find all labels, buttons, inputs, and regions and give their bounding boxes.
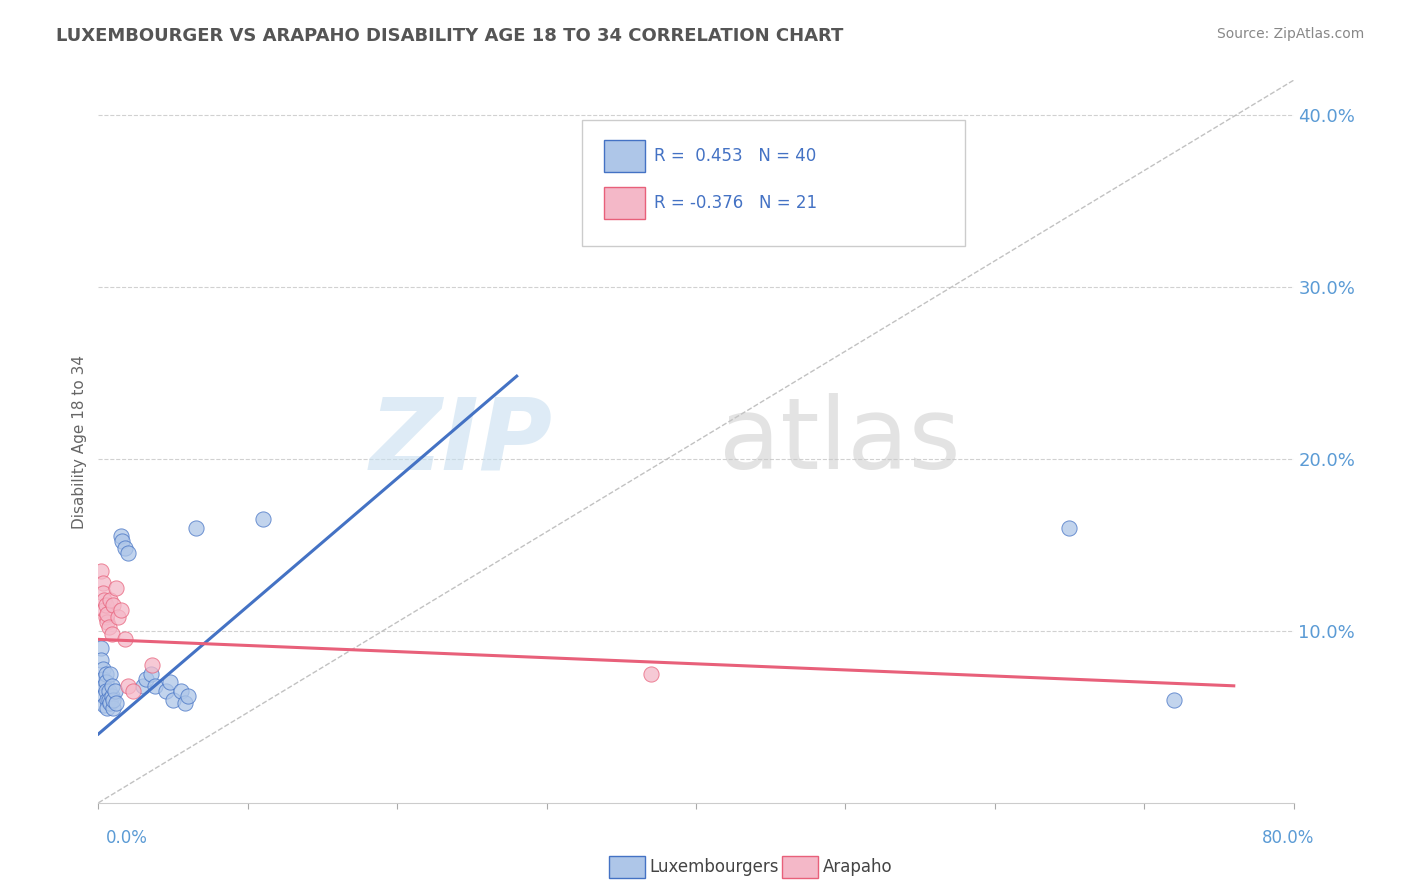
Point: [94, 675, 117, 690]
Text: 80.0%: 80.0%: [1263, 829, 1315, 847]
Point: [97, 684, 120, 698]
Point: [162, 692, 184, 706]
Point: [174, 696, 197, 710]
Point: [121, 684, 143, 698]
Point: [91, 672, 114, 686]
FancyBboxPatch shape: [605, 140, 644, 172]
Text: LUXEMBOURGER VS ARAPAHO DISABILITY AGE 18 TO 34 CORRELATION CHART: LUXEMBOURGER VS ARAPAHO DISABILITY AGE 1…: [56, 27, 844, 45]
Text: atlas: atlas: [718, 393, 960, 490]
Point: [184, 520, 207, 534]
Text: R = -0.376   N = 21: R = -0.376 N = 21: [654, 194, 817, 212]
Point: [93, 679, 115, 693]
Text: 0.0%: 0.0%: [105, 829, 148, 847]
Text: Luxembourgers: Luxembourgers: [650, 858, 779, 876]
Point: [143, 679, 166, 693]
Point: [101, 679, 124, 693]
Point: [90, 640, 112, 655]
Point: [177, 689, 200, 703]
Point: [141, 658, 163, 673]
Point: [110, 603, 132, 617]
Point: [97, 692, 120, 706]
Point: [103, 598, 125, 612]
Point: [114, 632, 136, 647]
Point: [155, 684, 177, 698]
Point: [94, 598, 117, 612]
FancyBboxPatch shape: [582, 120, 965, 246]
Point: [111, 534, 134, 549]
Point: [640, 666, 662, 681]
FancyBboxPatch shape: [605, 187, 644, 219]
Point: [105, 696, 128, 710]
Point: [105, 581, 128, 595]
Point: [93, 603, 115, 617]
Point: [94, 666, 117, 681]
Point: [1059, 520, 1081, 534]
Point: [96, 701, 118, 715]
Point: [110, 529, 132, 543]
Text: ZIP: ZIP: [370, 393, 553, 490]
Point: [93, 689, 115, 703]
Point: [132, 679, 155, 693]
Point: [96, 692, 118, 706]
Point: [93, 592, 115, 607]
Point: [101, 627, 124, 641]
Point: [98, 592, 122, 607]
Point: [169, 684, 191, 698]
Point: [117, 546, 139, 560]
Y-axis label: Disability Age 18 to 34: Disability Age 18 to 34: [72, 354, 87, 529]
Point: [93, 698, 115, 712]
Point: [101, 689, 124, 703]
Point: [94, 684, 117, 698]
Point: [90, 653, 112, 667]
Point: [104, 684, 127, 698]
Text: Source: ZipAtlas.com: Source: ZipAtlas.com: [1216, 27, 1364, 41]
Point: [91, 662, 114, 676]
Point: [159, 675, 181, 690]
Point: [90, 564, 112, 578]
Point: [91, 586, 114, 600]
Point: [139, 666, 162, 681]
Text: Arapaho: Arapaho: [823, 858, 893, 876]
Point: [103, 701, 125, 715]
Point: [1163, 692, 1185, 706]
Point: [103, 692, 125, 706]
Point: [252, 512, 274, 526]
Text: R =  0.453   N = 40: R = 0.453 N = 40: [654, 147, 817, 165]
Point: [98, 666, 122, 681]
Point: [135, 672, 157, 686]
Point: [96, 607, 118, 621]
Point: [107, 610, 129, 624]
Point: [114, 541, 136, 556]
Point: [98, 696, 122, 710]
Point: [91, 575, 114, 590]
Point: [94, 610, 117, 624]
Point: [117, 679, 139, 693]
Point: [97, 620, 120, 634]
Point: [96, 615, 118, 630]
